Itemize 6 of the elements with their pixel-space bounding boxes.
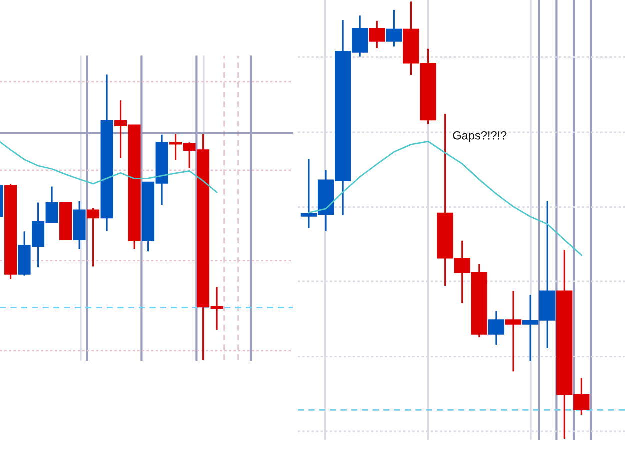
candlestick <box>505 290 522 372</box>
annotation: Gaps?!?!? <box>453 131 507 142</box>
candlestick <box>369 20 386 50</box>
candlestick <box>386 9 402 48</box>
candlestick <box>87 207 100 268</box>
candlestick <box>488 310 505 346</box>
